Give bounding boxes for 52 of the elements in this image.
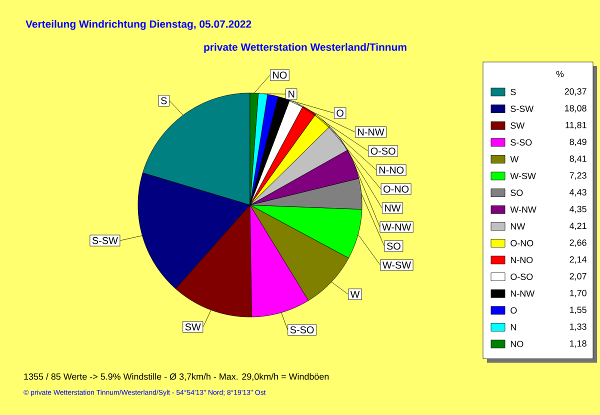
slice-label: O: [336, 110, 344, 117]
legend-label: SO: [510, 190, 523, 196]
slice-label: N: [288, 90, 294, 98]
slice-label: N-NW: [358, 128, 384, 136]
legend-label: S-SW: [510, 106, 534, 112]
legend-label: N-NW: [510, 290, 535, 297]
data-label: 7,23: [570, 172, 586, 180]
slice-label: SO: [386, 242, 400, 250]
data-label: 20,37: [564, 88, 586, 96]
legend-label: O: [510, 307, 517, 314]
data-label: 2,14: [570, 256, 587, 264]
legend-label: NW: [510, 223, 526, 230]
data-label: 1,33: [570, 323, 586, 331]
legend-label: N: [510, 324, 516, 330]
slice-label: NO: [273, 72, 287, 79]
chart-title: Verteilung Windrichtung Dienstag, 05.07.2022: [26, 20, 252, 30]
data-label: 1,70: [570, 290, 586, 298]
data-label: 18,08: [565, 105, 586, 112]
legend-label: NO: [510, 340, 524, 348]
legend-label: W-NW: [510, 206, 536, 213]
legend-label: N-NO: [510, 256, 533, 264]
slice-label: S-SO: [290, 326, 314, 334]
legend-label: S-SO: [510, 139, 532, 146]
legend-label: W: [510, 156, 519, 162]
slice-label: W: [350, 290, 360, 298]
slice-label: O-SO: [370, 148, 396, 155]
data-label: 4,35: [570, 206, 586, 214]
slice-label: W-NW: [382, 224, 412, 231]
data-label: 11,81: [566, 122, 586, 130]
slice-label: W-SW: [382, 262, 412, 269]
data-label: 1,18: [570, 340, 586, 348]
data-label: 4,43: [570, 189, 586, 196]
data-label: 2,66: [570, 239, 586, 247]
legend-label: SW: [510, 122, 525, 129]
legend-label: W-SW: [510, 172, 536, 180]
data-label: 4,21: [570, 222, 586, 230]
slice-label: S-SW: [92, 237, 118, 244]
slice-label: S: [161, 97, 167, 104]
legend-label: O-SO: [510, 274, 533, 280]
data-label: 2,07: [570, 273, 586, 280]
slice-label: N-NO: [379, 166, 404, 174]
data-label: 8,41: [570, 155, 586, 163]
data-label: 1,55: [570, 306, 586, 314]
legend-label: S: [510, 88, 516, 96]
legend-title: %: [556, 70, 564, 78]
chart-subtitle: private Wetterstation Westerland/Tinnum: [204, 43, 406, 53]
legend-label: O-NO: [510, 240, 534, 246]
slice-label: O-NO: [384, 186, 409, 193]
slice-label: NW: [384, 204, 401, 212]
text: 1355 / 85 Werte -> 5.9% Windstille - Ø 3,7km/h - Max. 29,0km/h = Windböen: [24, 373, 329, 381]
data-label: 8,49: [570, 138, 586, 146]
slice-label: SW: [185, 323, 201, 330]
